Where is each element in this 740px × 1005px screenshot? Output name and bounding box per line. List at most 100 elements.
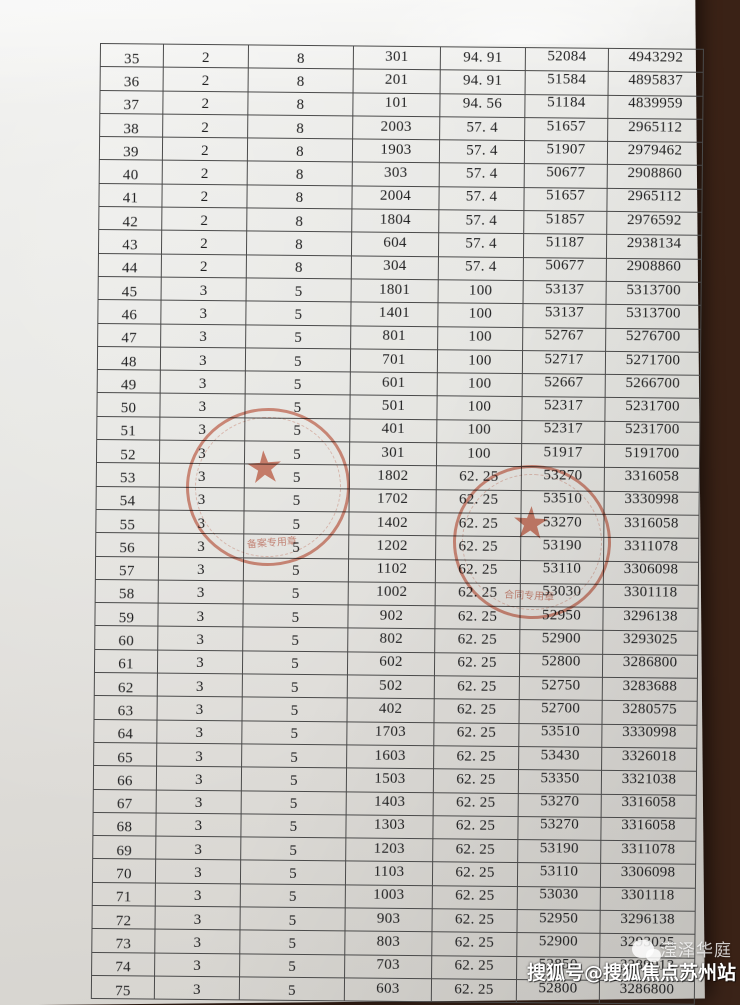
row-index-cell: 39 (99, 136, 163, 161)
table-cell: 3 (155, 836, 241, 861)
table-cell: 2 (161, 183, 248, 208)
table-cell: 3306098 (600, 863, 696, 888)
table-cell: 52700 (518, 699, 603, 724)
wechat-watermark-label: 滢泽华庭 (660, 941, 732, 961)
table-cell: 8 (248, 44, 354, 70)
table-cell: 5 (240, 813, 347, 838)
table-cell: 5 (239, 906, 346, 932)
table-cell: 3 (160, 300, 247, 325)
row-index-cell: 72 (91, 905, 156, 930)
table-cell: 51907 (524, 140, 608, 165)
table-cell: 5 (239, 976, 345, 1002)
wechat-watermark: 滢泽华庭 (632, 936, 732, 962)
table-cell: 201 (353, 69, 441, 94)
table-cell: 3301118 (603, 584, 699, 609)
table-cell: 57. 4 (439, 139, 525, 165)
table-cell: 5 (241, 720, 347, 745)
table-cell: 5 (244, 394, 351, 419)
table-cell: 53190 (520, 536, 604, 561)
row-index-cell: 67 (93, 788, 157, 813)
table-cell: 3 (157, 626, 243, 651)
row-index-cell: 60 (94, 625, 158, 650)
table-cell: 902 (347, 605, 436, 630)
table-cell: 602 (347, 651, 435, 676)
table-cell: 2 (163, 44, 249, 69)
table-cell: 3286800 (602, 654, 698, 679)
table-cell: 53270 (517, 816, 602, 841)
table-cell: 604 (351, 232, 439, 257)
table-cell: 3 (161, 277, 247, 302)
row-index-cell: 53 (96, 462, 160, 487)
table-cell: 62. 25 (435, 535, 521, 561)
row-index-cell: 54 (96, 486, 160, 511)
table-cell: 803 (344, 931, 432, 956)
table-cell: 53137 (523, 280, 607, 305)
table-cell: 3 (156, 742, 242, 768)
row-index-cell: 47 (97, 323, 161, 347)
table-cell: 5 (241, 790, 347, 815)
table-cell: 57. 4 (438, 256, 524, 281)
table-cell: 53270 (518, 793, 602, 818)
table-cell: 5 (244, 440, 350, 466)
table-cell: 3 (158, 556, 244, 581)
table-cell: 1303 (345, 814, 434, 839)
row-index-cell: 69 (92, 835, 156, 860)
table-cell: 3326018 (601, 747, 697, 772)
table-cell: 53190 (517, 839, 601, 864)
table-cell: 53270 (521, 466, 605, 492)
row-index-cell: 56 (95, 532, 159, 557)
table-cell: 62. 25 (432, 862, 518, 887)
table-cell: 3 (156, 766, 242, 791)
row-index-cell: 41 (98, 183, 163, 208)
table-cell: 3283688 (602, 677, 698, 702)
table-cell: 301 (353, 45, 441, 71)
table-cell: 502 (347, 674, 435, 700)
table-cell: 3 (157, 603, 244, 628)
table-cell: 5 (242, 673, 348, 699)
table-cell: 8 (247, 161, 353, 186)
table-cell: 1002 (348, 581, 436, 606)
table-cell: 57. 4 (439, 163, 525, 188)
table-cell: 3 (154, 906, 241, 931)
table-cell: 3 (155, 859, 241, 884)
table-cell: 62. 25 (431, 932, 517, 957)
table-cell: 51184 (524, 94, 609, 119)
table-cell: 1401 (350, 302, 439, 327)
wechat-icon (632, 939, 661, 962)
table-cell: 401 (349, 418, 437, 443)
table-cell: 5 (243, 580, 349, 606)
table-cell: 52667 (522, 373, 606, 398)
table-cell: 3311078 (603, 537, 699, 562)
table-cell: 3316058 (601, 793, 697, 819)
table-cell: 701 (350, 348, 438, 373)
table-cell: 53110 (520, 560, 604, 585)
table-cell: 2 (162, 113, 248, 139)
table-cell: 62. 25 (431, 955, 517, 980)
table-cell: 5 (244, 417, 350, 442)
row-index-cell: 46 (97, 299, 162, 324)
table-cell: 94. 91 (440, 46, 526, 71)
table-cell: 62. 25 (434, 652, 520, 677)
table-cell: 62. 25 (432, 815, 519, 840)
price-table-body: 35 2 8 301 94. 91 52084 4943292 36 2 8 201 94. 91 51… (91, 43, 704, 1005)
table-cell: 53510 (521, 490, 605, 515)
table-cell: 3 (159, 440, 245, 465)
table-cell: 8 (246, 254, 352, 279)
table-cell: 100 (437, 326, 523, 351)
table-cell: 1903 (352, 139, 440, 164)
table-cell: 53350 (518, 769, 602, 794)
table-cell: 62. 25 (434, 629, 520, 654)
table-cell: 53430 (518, 746, 602, 771)
table-cell: 57. 4 (439, 116, 525, 141)
row-index-cell: 40 (99, 159, 163, 184)
table-cell: 2 (162, 90, 249, 115)
table-cell: 3321038 (601, 770, 697, 795)
table-cell: 1802 (349, 465, 437, 490)
table-cell: 3 (159, 416, 245, 441)
table-cell: 3316058 (600, 817, 697, 842)
table-cell: 1801 (351, 278, 439, 304)
sohu-watermark: 搜狐号@搜狐焦点苏州站 (526, 962, 736, 984)
table-cell: 1703 (346, 721, 434, 746)
table-cell: 1103 (345, 861, 433, 886)
table-cell: 52717 (522, 350, 606, 375)
